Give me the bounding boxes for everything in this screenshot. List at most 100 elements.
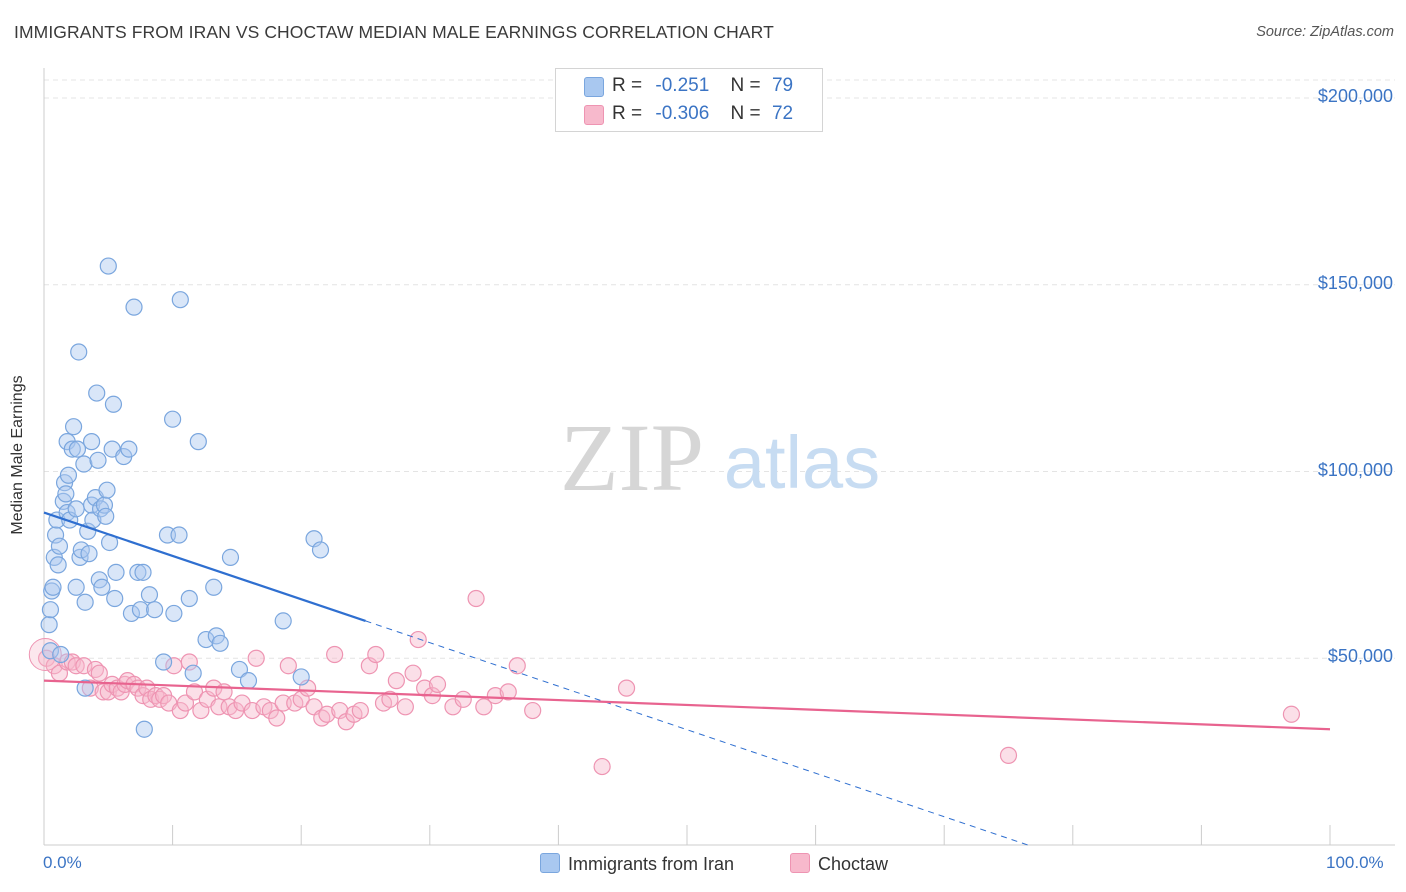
data-point <box>165 604 183 623</box>
data-point <box>230 660 249 679</box>
data-point <box>524 701 542 720</box>
trend-line-iran-extension <box>365 620 1028 846</box>
legend-item-iran[interactable]: Immigrants from Iran <box>540 853 734 875</box>
watermark-atlas: atlas <box>724 421 880 504</box>
data-point <box>454 690 472 708</box>
data-point <box>104 395 123 413</box>
data-point <box>180 653 198 671</box>
data-point <box>70 343 88 361</box>
data-point <box>122 604 141 623</box>
data-point <box>99 257 117 275</box>
grid-lines <box>44 79 1395 659</box>
data-point <box>428 675 447 693</box>
data-point <box>176 694 195 712</box>
data-point <box>68 440 87 458</box>
chart-title: IMMIGRANTS FROM IRAN VS CHOCTAW MEDIAN M… <box>14 22 774 42</box>
data-point <box>164 410 182 428</box>
data-point <box>76 679 94 697</box>
data-point <box>593 757 611 776</box>
y-tick-label: $100,000 <box>1317 459 1393 480</box>
data-point <box>46 526 65 544</box>
data-point <box>41 642 60 660</box>
data-point <box>134 563 152 581</box>
data-point <box>82 433 101 451</box>
x-tick-label-max: 100.0% <box>1326 853 1384 872</box>
data-point <box>79 522 97 540</box>
legend-label: Choctaw <box>818 854 889 874</box>
legend-r-label: R = <box>612 75 643 96</box>
data-point <box>80 545 98 563</box>
data-point <box>279 657 297 675</box>
legend-label: Immigrants from Iran <box>568 854 735 874</box>
trend-line-iran <box>43 511 366 622</box>
data-point <box>475 698 493 716</box>
legend-item-choctaw[interactable]: Choctaw <box>790 853 888 875</box>
data-point <box>211 634 229 652</box>
data-point <box>247 649 265 667</box>
data-point <box>28 638 62 672</box>
data-point <box>154 653 173 671</box>
data-point <box>396 698 414 716</box>
data-point <box>221 548 240 567</box>
data-point <box>197 630 215 649</box>
data-point <box>185 683 204 701</box>
data-point <box>999 746 1018 764</box>
data-point <box>184 664 202 682</box>
data-point <box>367 645 385 664</box>
data-point <box>274 612 292 630</box>
trend-lines <box>43 511 1331 846</box>
legend-n-value: 72 <box>771 103 794 124</box>
data-point <box>131 601 150 619</box>
data-point <box>49 556 67 574</box>
data-point <box>67 578 85 596</box>
data-point <box>486 686 504 705</box>
data-point <box>63 440 81 458</box>
legend-r-label: R = <box>612 103 643 124</box>
data-point <box>97 507 115 525</box>
data-point <box>351 701 369 720</box>
x-tick-label-min: 0.0% <box>43 853 82 872</box>
iran-points <box>40 257 330 738</box>
data-point <box>292 668 310 686</box>
data-point <box>129 563 147 581</box>
legend-swatch <box>790 853 810 873</box>
data-point <box>93 578 111 596</box>
data-point <box>50 537 69 555</box>
data-point <box>52 645 70 664</box>
data-point <box>387 672 405 690</box>
data-point <box>59 466 78 484</box>
data-point <box>381 690 399 708</box>
data-point <box>88 384 106 402</box>
data-point <box>1282 705 1301 723</box>
data-point <box>268 709 286 727</box>
data-point <box>64 418 83 436</box>
legend-swatch-choctaw <box>584 105 604 125</box>
data-point <box>617 679 636 697</box>
data-point <box>311 541 330 559</box>
legend-n-label: N = <box>730 103 761 124</box>
data-point <box>67 500 85 518</box>
watermark-zip: ZIP <box>560 404 704 511</box>
data-point <box>81 679 99 697</box>
data-point <box>409 630 427 649</box>
data-point <box>189 433 207 451</box>
data-point <box>98 481 116 499</box>
data-point <box>89 451 107 469</box>
legend-row-choctaw: R = -0.306 N = 72 <box>612 103 793 125</box>
legend-r-value: -0.251 <box>655 75 710 96</box>
trend-line-choctaw <box>43 679 1331 731</box>
data-point <box>106 589 124 608</box>
data-point <box>326 645 344 664</box>
data-point <box>135 720 153 738</box>
data-point <box>76 593 94 611</box>
axes <box>43 68 1395 846</box>
data-point <box>75 455 93 473</box>
data-point <box>170 526 188 544</box>
y-tick-label: $200,000 <box>1317 86 1393 106</box>
legend-row-iran: R = -0.251 N = 79 <box>612 75 793 97</box>
data-point <box>318 705 336 723</box>
legend-n-label: N = <box>730 75 761 96</box>
data-point <box>107 563 125 581</box>
data-point <box>205 578 223 596</box>
